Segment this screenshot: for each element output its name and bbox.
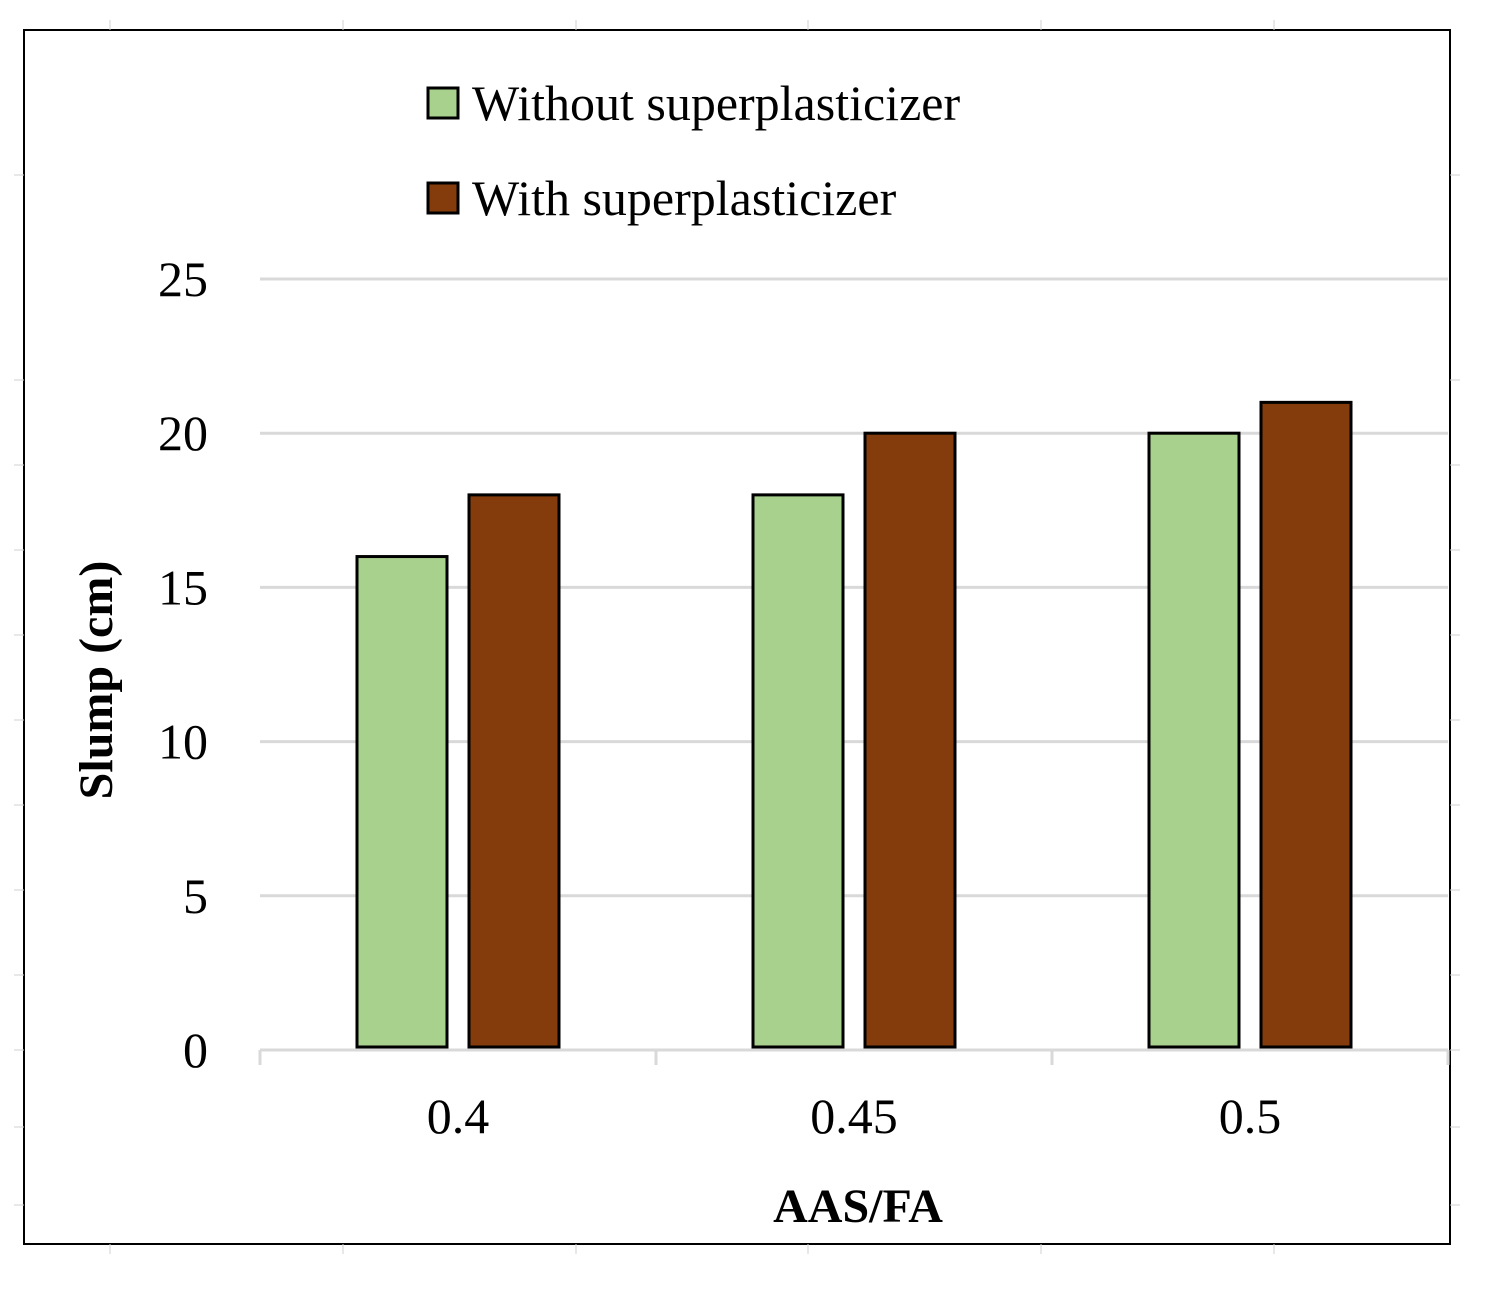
bars (355, 400, 1353, 1049)
y-tick-label: 5 (183, 868, 208, 924)
y-tick-label: 25 (158, 251, 208, 307)
bar-without-superplasticizer-0.4 (355, 555, 449, 1049)
legend-swatch-without-superplasticizer (426, 86, 460, 120)
legend-label-without-superplasticizer: Without superplasticizer (472, 75, 960, 131)
bar-without-superplasticizer-0.5 (1147, 431, 1241, 1049)
bar-with-superplasticizer-0.45 (863, 431, 957, 1049)
y-tick-label: 10 (158, 714, 208, 770)
gridlines (260, 277, 1448, 898)
y-tick-labels: 0 5 10 15 20 25 (158, 251, 208, 1078)
legend-label-with-superplasticizer: With superplasticizer (472, 170, 897, 226)
y-tick-label: 15 (158, 559, 208, 615)
outer-tick-marks (14, 20, 1460, 1254)
axes (258, 1048, 1450, 1065)
bar-with-superplasticizer-0.4 (467, 493, 561, 1049)
bar-without-superplasticizer-0.45 (751, 493, 845, 1049)
y-tick-label: 20 (158, 405, 208, 461)
x-tick-label: 0.5 (1219, 1088, 1282, 1144)
legend: Without superplasticizer With superplast… (426, 75, 960, 226)
legend-swatch-with-superplasticizer (426, 181, 460, 215)
x-tick-label: 0.4 (427, 1088, 490, 1144)
x-tick-label: 0.45 (810, 1088, 898, 1144)
x-axis-title: AAS/FA (773, 1180, 943, 1233)
y-axis-title: Slump (cm) (70, 561, 123, 800)
y-tick-label: 0 (183, 1022, 208, 1078)
x-tick-labels: 0.4 0.45 0.5 (427, 1088, 1282, 1144)
bar-with-superplasticizer-0.5 (1259, 400, 1353, 1049)
